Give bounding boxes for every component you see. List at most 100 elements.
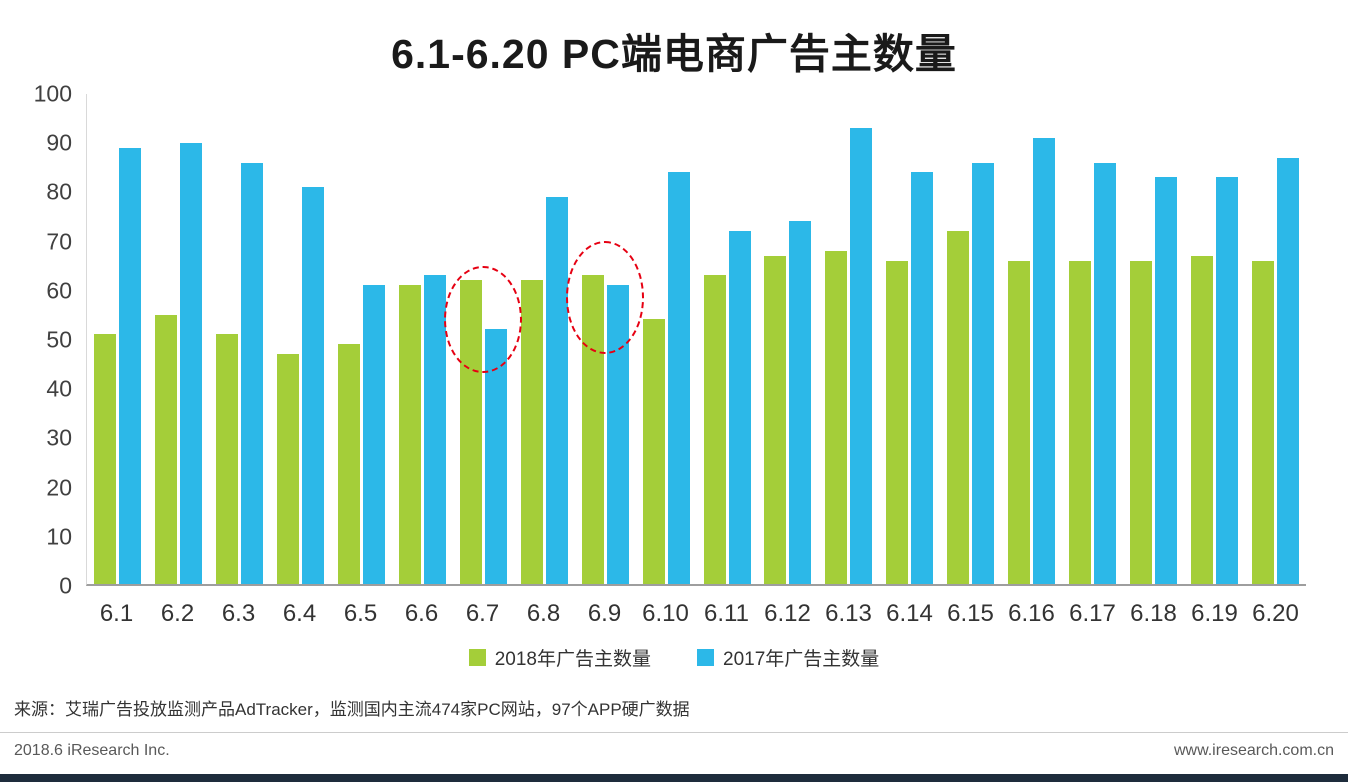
bar-2017年广告主数量-6.15 bbox=[972, 162, 995, 584]
bar-2018年广告主数量-6.2 bbox=[154, 314, 177, 584]
bar-2018年广告主数量-6.5 bbox=[337, 343, 360, 584]
footer-branding: 2018.6 iResearch Inc. bbox=[14, 742, 170, 759]
bar-2018年广告主数量-6.19 bbox=[1191, 255, 1214, 584]
bar-2017年广告主数量-6.4 bbox=[301, 187, 324, 584]
bar-2017年广告主数量-6.8 bbox=[545, 196, 568, 584]
bar-2017年广告主数量-6.3 bbox=[240, 162, 263, 584]
x-tick-label: 6.15 bbox=[947, 600, 994, 627]
x-tick-label: 6.12 bbox=[764, 600, 811, 627]
x-tick-label: 6.16 bbox=[1008, 600, 1055, 627]
y-tick-label: 90 bbox=[46, 129, 72, 156]
bar-2017年广告主数量-6.2 bbox=[179, 143, 202, 584]
y-tick-label: 30 bbox=[46, 424, 72, 451]
y-tick-label: 10 bbox=[46, 523, 72, 550]
bar-2017年广告主数量-6.6 bbox=[423, 275, 446, 584]
bar-group-6.3 bbox=[209, 94, 270, 584]
bar-2017年广告主数量-6.12 bbox=[789, 221, 812, 584]
bar-2018年广告主数量-6.1 bbox=[93, 334, 116, 584]
bar-group-6.19 bbox=[1184, 94, 1245, 584]
y-axis: 0 10 20 30 40 50 60 70 80 90 100 bbox=[6, 81, 86, 599]
bar-2017年广告主数量-6.17 bbox=[1094, 162, 1117, 584]
bar-group-6.12 bbox=[757, 94, 818, 584]
bar-2018年广告主数量-6.18 bbox=[1130, 260, 1153, 584]
bar-2018年广告主数量-6.3 bbox=[215, 334, 238, 584]
x-tick-label: 6.13 bbox=[825, 600, 872, 627]
bar-2018年广告主数量-6.20 bbox=[1252, 260, 1275, 584]
bar-2017年广告主数量-6.9 bbox=[606, 285, 629, 584]
bar-2017年广告主数量-6.13 bbox=[850, 128, 873, 584]
chart-title: 6.1-6.20 PC端电商广告主数量 bbox=[391, 31, 957, 77]
bar-2018年广告主数量-6.13 bbox=[825, 250, 848, 584]
bar-2017年广告主数量-6.14 bbox=[911, 172, 934, 584]
bar-2017年广告主数量-6.1 bbox=[118, 147, 141, 584]
bar-group-6.14 bbox=[879, 94, 940, 584]
y-tick-label: 40 bbox=[46, 375, 72, 402]
x-tick-label: 6.14 bbox=[886, 600, 933, 627]
bar-group-6.11 bbox=[697, 94, 758, 584]
x-tick-label: 6.11 bbox=[704, 600, 749, 627]
source-note: 来源：艾瑞广告投放监测产品AdTracker，监测国内主流474家PC网站，97… bbox=[14, 700, 690, 719]
x-tick-label: 6.4 bbox=[282, 600, 317, 627]
bar-2017年广告主数量-6.19 bbox=[1216, 177, 1239, 584]
bar-2017年广告主数量-6.11 bbox=[728, 231, 751, 584]
legend-swatch bbox=[697, 649, 714, 666]
legend-item: 2018年广告主数量 bbox=[468, 644, 651, 671]
bar-2018年广告主数量-6.17 bbox=[1069, 260, 1092, 584]
y-tick-label: 0 bbox=[59, 572, 72, 599]
x-tick-label: 6.7 bbox=[465, 600, 500, 627]
x-tick-label: 6.20 bbox=[1252, 600, 1299, 627]
y-tick-label: 80 bbox=[46, 178, 72, 205]
x-tick-label: 6.1 bbox=[99, 600, 134, 627]
y-tick-label: 100 bbox=[33, 80, 72, 107]
bar-2017年广告主数量-6.10 bbox=[667, 172, 690, 584]
bar-2018年广告主数量-6.4 bbox=[276, 353, 299, 584]
legend-swatch bbox=[468, 649, 486, 666]
y-tick-label: 60 bbox=[46, 277, 72, 304]
bar-2018年广告主数量-6.11 bbox=[703, 275, 726, 584]
y-tick-label: 70 bbox=[46, 228, 72, 255]
footer-website-link[interactable]: www.iresearch.com.cn bbox=[1173, 742, 1334, 759]
bar-2017年广告主数量-6.16 bbox=[1033, 138, 1056, 584]
bar-2018年广告主数量-6.8 bbox=[520, 280, 543, 584]
x-tick-label: 6.9 bbox=[587, 600, 622, 627]
bar-2018年广告主数量-6.6 bbox=[398, 285, 421, 584]
bar-2018年广告主数量-6.14 bbox=[886, 260, 909, 584]
legend-item: 2017年广告主数量 bbox=[697, 644, 879, 671]
bar-group-6.16 bbox=[1001, 94, 1062, 584]
y-tick-label: 50 bbox=[46, 326, 72, 353]
bar-group-6.5 bbox=[331, 94, 392, 584]
x-tick-label: 6.17 bbox=[1069, 600, 1116, 627]
bar-group-6.10 bbox=[636, 94, 697, 584]
x-tick-label: 6.3 bbox=[221, 600, 256, 627]
bottom-accent-bar bbox=[0, 774, 1348, 782]
bar-group-6.6 bbox=[392, 94, 453, 584]
bar-group-6.8 bbox=[514, 94, 575, 584]
bar-group-6.20 bbox=[1245, 94, 1306, 584]
bar-2018年广告主数量-6.10 bbox=[642, 319, 665, 584]
bar-2017年广告主数量-6.5 bbox=[362, 285, 385, 584]
x-tick-label: 6.8 bbox=[526, 600, 561, 627]
x-tick-label: 6.10 bbox=[642, 600, 689, 627]
bar-2017年广告主数量-6.7 bbox=[484, 329, 507, 584]
plot-area bbox=[86, 94, 1306, 586]
x-tick-label: 6.2 bbox=[160, 600, 195, 627]
annotation-ellipse-6.9 bbox=[566, 241, 645, 354]
bar-group-6.15 bbox=[940, 94, 1001, 584]
x-axis-labels: 6.1 6.2 6.3 6.4 6.5 6.6 6.7 6.8 6.9 6.10 6.11 6.12 6… bbox=[86, 586, 1306, 628]
footer: 2018.6 iResearch Inc. www.iresearch.com.… bbox=[0, 733, 1348, 760]
x-tick-label: 6.18 bbox=[1130, 600, 1177, 627]
annotation-ellipse-6.7 bbox=[444, 265, 523, 374]
x-tick-label: 6.5 bbox=[343, 600, 378, 627]
x-tick-label: 6.19 bbox=[1191, 600, 1238, 627]
bar-2017年广告主数量-6.20 bbox=[1277, 157, 1300, 584]
bar-2018年广告主数量-6.16 bbox=[1008, 260, 1031, 584]
bar-2018年广告主数量-6.12 bbox=[764, 255, 787, 584]
bar-group-6.1 bbox=[87, 94, 148, 584]
bar-group-6.13 bbox=[818, 94, 879, 584]
bar-2017年广告主数量-6.18 bbox=[1155, 177, 1178, 584]
bar-group-6.18 bbox=[1123, 94, 1184, 584]
x-tick-label: 6.6 bbox=[404, 600, 439, 627]
legend-label: 2018年广告主数量 bbox=[494, 649, 651, 670]
footer-divider bbox=[0, 732, 1348, 733]
